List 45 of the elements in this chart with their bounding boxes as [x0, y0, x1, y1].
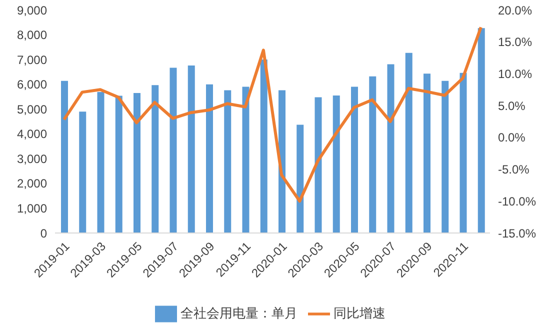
bar [206, 84, 213, 233]
y-tick-label: 0 [40, 226, 48, 240]
bar [296, 124, 304, 233]
y-tick-label: 2,000 [16, 176, 48, 191]
bar [79, 112, 86, 233]
y2-tick-label: -15.0% [498, 226, 536, 240]
y2-tick-label: 0.0% [498, 130, 526, 145]
bar [278, 90, 286, 233]
y-tick-label: 5,000 [16, 102, 48, 116]
bar [405, 52, 412, 233]
y2-tick-label: -10.0% [498, 194, 536, 208]
line-series [62, 26, 482, 203]
bar [460, 72, 467, 233]
y2-tick-label: 5.0% [498, 98, 526, 113]
y2-tick-label: 10.0% [498, 66, 532, 81]
bar [424, 74, 430, 233]
bar [332, 95, 340, 233]
bar [351, 86, 358, 233]
bar [314, 97, 322, 233]
bar [61, 80, 68, 233]
bar [242, 86, 250, 233]
legend-label: 全社会用电量：单月 [180, 305, 298, 320]
y-tick-label: 7,000 [16, 52, 48, 67]
bar [387, 64, 394, 233]
bar [478, 28, 485, 233]
y-tick-label: 4,000 [16, 127, 48, 142]
y2-tick-label: -5.0% [498, 162, 530, 177]
bar [188, 66, 195, 233]
bar [369, 76, 376, 233]
bar [152, 85, 159, 233]
bar [260, 60, 268, 233]
y2-tick-label: 15.0% [498, 35, 532, 50]
legend-label: 同比增速 [334, 305, 386, 320]
bar [134, 93, 140, 233]
bar [224, 90, 232, 233]
bar [170, 68, 177, 233]
bar [115, 96, 122, 233]
y-tick-label: 9,000 [16, 3, 48, 18]
y-tick-label: 3,000 [16, 152, 48, 166]
y-tick-label: 1,000 [16, 201, 48, 216]
y-tick-label: 6,000 [16, 78, 48, 92]
y-tick-label: 8,000 [16, 28, 48, 42]
y2-tick-label: 20.0% [498, 3, 532, 18]
bar [97, 92, 104, 233]
bar [442, 80, 449, 233]
